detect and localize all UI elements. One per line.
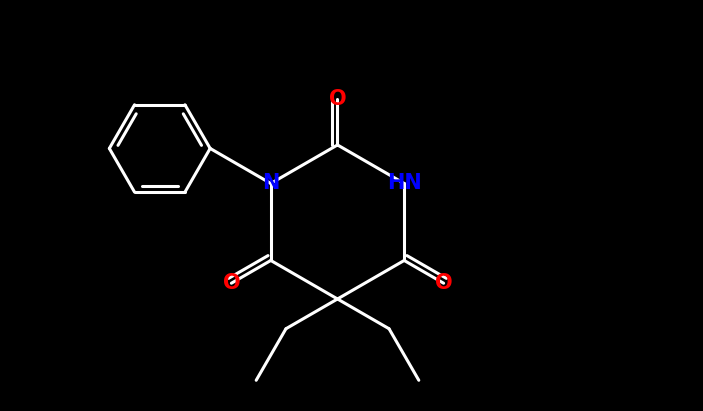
Text: O: O — [434, 273, 453, 293]
Text: O: O — [223, 273, 240, 293]
Text: HN: HN — [387, 173, 422, 194]
Text: O: O — [329, 90, 347, 109]
Text: N: N — [262, 173, 280, 194]
